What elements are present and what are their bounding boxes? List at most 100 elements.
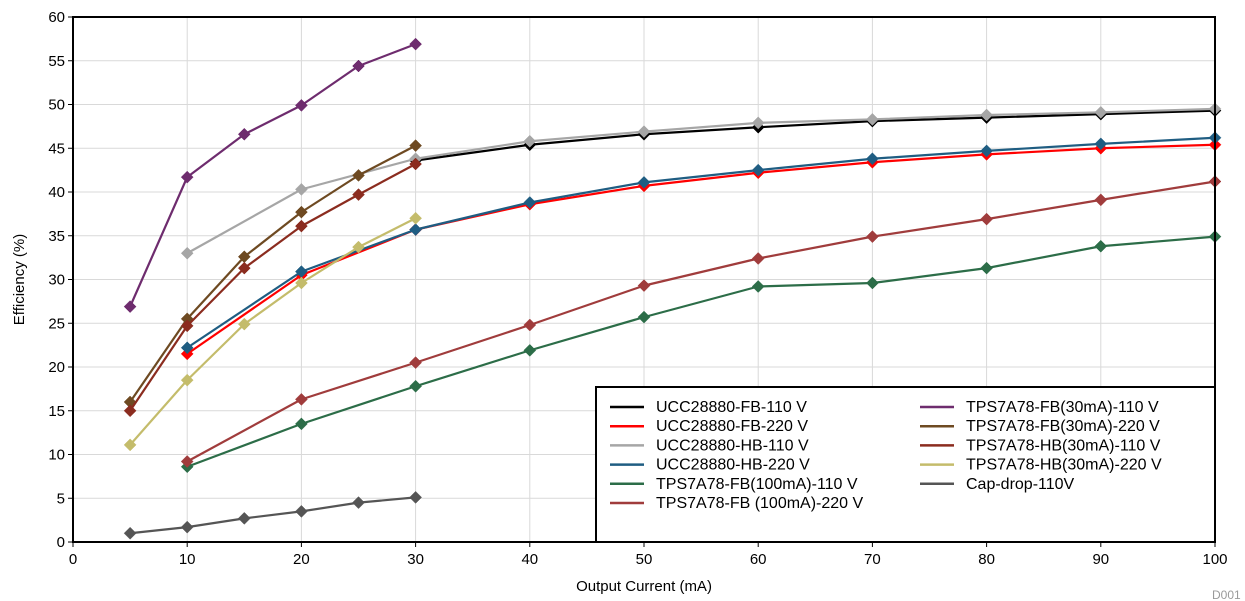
data-point	[180, 319, 194, 333]
data-point	[523, 196, 537, 209]
legend-label: Cap-drop-110V	[966, 476, 1075, 493]
data-point	[637, 279, 651, 292]
x-tick-label: 20	[293, 551, 310, 568]
series-8	[123, 157, 422, 418]
legend-item: TPS7A78-FB(30mA)-110 V	[920, 399, 1159, 416]
series-6	[123, 37, 422, 313]
legend-item: TPS7A78-HB(30mA)-220 V	[920, 457, 1162, 474]
legend-item: Cap-drop-110V	[920, 476, 1075, 493]
data-point	[523, 318, 537, 332]
y-tick-label: 10	[48, 447, 65, 464]
series-1	[180, 138, 1222, 361]
x-tick-label: 90	[1092, 551, 1109, 568]
series-7	[123, 139, 422, 409]
data-point	[352, 59, 365, 73]
data-point	[180, 455, 194, 468]
x-tick-label: 60	[750, 551, 767, 568]
data-point	[295, 276, 308, 290]
x-tick-label: 50	[636, 551, 653, 568]
y-tick-label: 45	[48, 140, 65, 157]
y-tick-label: 5	[57, 490, 65, 507]
data-point	[751, 116, 765, 130]
y-tick-label: 60	[48, 9, 65, 26]
legend-label: UCC28880-FB-110 V	[656, 399, 807, 416]
series-line	[415, 109, 1216, 162]
legend-box	[595, 386, 1216, 543]
data-point	[523, 134, 537, 148]
data-point	[123, 404, 137, 418]
data-point	[409, 491, 422, 504]
series-4	[180, 230, 1222, 474]
data-point	[180, 373, 194, 387]
legend-item: TPS7A78-FB(100mA)-110 V	[610, 476, 858, 493]
data-point	[123, 526, 137, 540]
data-point	[123, 438, 137, 452]
y-tick-label: 20	[48, 359, 65, 376]
data-point	[409, 37, 422, 51]
data-point	[237, 261, 251, 275]
data-point	[180, 341, 194, 355]
legend-label: TPS7A78-HB(30mA)-220 V	[966, 457, 1162, 474]
series-layer	[123, 37, 1222, 540]
data-point	[409, 379, 422, 393]
series-3	[180, 131, 1222, 355]
data-point	[123, 300, 137, 313]
data-point	[295, 505, 308, 518]
legend-label: TPS7A78-FB(30mA)-220 V	[966, 418, 1160, 435]
data-point	[1094, 239, 1108, 253]
data-point	[352, 188, 365, 201]
data-point	[237, 512, 251, 525]
series-line	[186, 235, 1216, 468]
y-tick-label: 50	[48, 97, 65, 114]
data-point	[751, 252, 765, 265]
series-line	[129, 217, 417, 446]
series-9	[123, 211, 422, 452]
x-tick-label: 10	[179, 551, 196, 568]
series-line	[129, 144, 417, 403]
legend-item: TPS7A78-FB(30mA)-220 V	[920, 418, 1160, 435]
data-point	[980, 144, 993, 158]
legend-item: UCC28880-HB-110 V	[610, 437, 809, 454]
figure-code: D001	[1212, 588, 1241, 601]
data-point	[352, 169, 365, 182]
data-point	[237, 317, 251, 331]
y-tick-label: 35	[48, 228, 65, 245]
y-tick-label: 0	[57, 534, 65, 551]
x-tick-label: 0	[69, 551, 77, 568]
x-tick-label: 100	[1202, 551, 1227, 568]
data-point	[295, 417, 308, 431]
data-point	[637, 125, 651, 138]
data-point	[295, 393, 308, 406]
data-point	[409, 139, 422, 152]
data-point	[352, 496, 365, 509]
data-point	[1094, 106, 1108, 119]
data-point	[295, 205, 308, 219]
x-tick-label: 80	[978, 551, 995, 568]
legend-label: TPS7A78-HB(30mA)-110 V	[966, 437, 1161, 454]
legend-item: UCC28880-HB-220 V	[610, 457, 810, 474]
data-point	[409, 211, 422, 225]
data-point	[409, 223, 422, 236]
legend-label: TPS7A78-FB (100mA)-220 V	[656, 495, 864, 512]
data-point	[637, 310, 651, 324]
legend-item: UCC28880-FB-110 V	[610, 399, 807, 416]
y-axis-label: Efficiency (%)	[11, 234, 28, 325]
data-point	[295, 99, 308, 112]
series-10	[123, 491, 422, 540]
legend-label: UCC28880-HB-110 V	[656, 437, 809, 454]
legend: UCC28880-FB-110 V UCC28880-FB-220 V UCC288…	[595, 386, 1216, 543]
data-point	[637, 176, 651, 189]
x-tick-label: 30	[407, 551, 424, 568]
data-point	[295, 183, 308, 196]
x-tick-label: 40	[521, 551, 538, 568]
legend-label: UCC28880-FB-220 V	[656, 418, 808, 435]
data-point	[180, 520, 194, 534]
data-point	[237, 127, 251, 141]
data-point	[409, 157, 422, 171]
data-point	[352, 240, 365, 254]
data-point	[180, 246, 194, 260]
series-line	[129, 43, 416, 308]
data-point	[1094, 137, 1108, 151]
